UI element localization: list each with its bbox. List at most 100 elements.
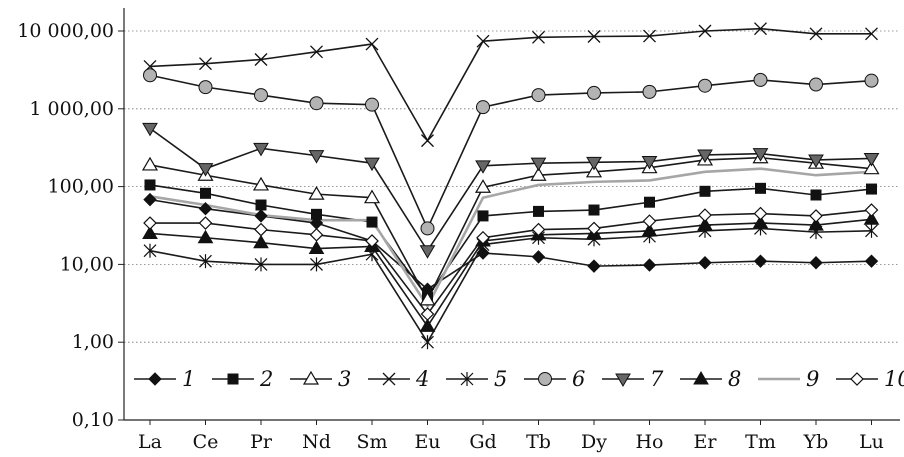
point-s1-Lu [864, 254, 879, 268]
point-s1-Tm [753, 254, 768, 268]
y-tick-label: 1 000,00 [29, 98, 114, 120]
point-s4-Dy [587, 30, 601, 43]
legend-label-8: 8 [728, 367, 741, 391]
point-s1-Ce [198, 201, 213, 216]
point-s6-Ho [642, 84, 657, 99]
x-tick-label: Lu [859, 431, 884, 453]
point-s3-Dy [585, 163, 603, 178]
y-tick-label: 100,00 [48, 176, 114, 198]
point-s8-Er [697, 217, 713, 231]
series-lines [149, 27, 872, 344]
x-tick-label: Dy [581, 431, 607, 453]
point-s3-Lu [863, 160, 880, 175]
point-s7-Dy [586, 156, 602, 171]
legend-label-3: 3 [338, 367, 351, 391]
point-s2-Tb [533, 205, 544, 217]
axes [118, 8, 900, 425]
point-s8-Eu [419, 318, 436, 332]
point-s8-Yb [808, 217, 824, 231]
point-s6-Sm [365, 97, 379, 112]
series-line-10 [150, 209, 872, 316]
point-s7-Tm [752, 148, 769, 162]
point-s5-Lu [865, 223, 878, 238]
legend-item-9: 9 [758, 367, 819, 391]
point-s4-Eu [421, 134, 434, 148]
point-s10-Er [698, 208, 712, 222]
point-s4-Sm [365, 37, 379, 51]
point-s8-Ho [641, 222, 658, 237]
point-s7-La [142, 122, 158, 137]
point-s10-La [143, 216, 157, 230]
legend-marker-10 [850, 372, 864, 386]
legend-label-4: 4 [415, 367, 429, 391]
legend-marker-3 [302, 370, 320, 385]
point-s4-Ho [643, 29, 656, 43]
point-s10-Eu [420, 307, 435, 321]
x-tick-labels: La Ce Pr Nd Sm Eu Gd Tb Dy Ho Er Tm Yb Lu [138, 431, 884, 453]
point-s7-Gd [475, 160, 491, 174]
point-s10-Ce [198, 216, 213, 230]
y-tick-label: 0,10 [72, 409, 114, 431]
legend-marker-4 [382, 372, 396, 386]
legend-item-10: 10 [836, 367, 904, 391]
point-s8-La [142, 225, 158, 239]
point-s4-Tb [532, 30, 545, 44]
point-s6-Tm [753, 72, 768, 87]
point-s10-Lu [864, 203, 879, 217]
point-s1-Pr [254, 209, 268, 223]
point-s2-Nd [311, 208, 322, 220]
legend-label-6: 6 [572, 367, 585, 391]
point-s8-Tm [752, 215, 769, 229]
point-s4-Gd [476, 34, 490, 48]
point-s10-Gd [476, 230, 490, 245]
series-line-6 [149, 74, 872, 231]
point-s8-Nd [308, 240, 325, 255]
legend-marker-7 [615, 373, 631, 387]
point-s6-Gd [476, 100, 490, 115]
legend-label-2: 2 [259, 367, 273, 391]
point-s7-Nd [308, 150, 325, 164]
x-tick-label: Ho [635, 431, 663, 453]
x-tick-label: Er [694, 431, 718, 453]
point-s7-Pr [253, 142, 269, 157]
point-s1-Dy [587, 259, 601, 273]
point-s1-Yb [809, 256, 823, 270]
legend-marker-1 [148, 372, 162, 386]
x-tick-label: La [138, 431, 162, 453]
point-s7-Ho [641, 156, 658, 170]
legend-item-4: 4 [368, 367, 429, 391]
point-s1-Gd [476, 246, 490, 260]
point-s7-Eu [419, 245, 436, 259]
legend-marker-8 [693, 371, 709, 385]
point-s1-La [143, 192, 157, 207]
legend-label-7: 7 [650, 367, 664, 391]
series-line-8 [149, 218, 872, 328]
x-tick-label: Tm [745, 431, 776, 453]
point-s6-Pr [254, 88, 268, 103]
legend-marker-6 [538, 372, 552, 386]
point-s6-Eu [420, 221, 435, 236]
series-line-9 [149, 167, 872, 309]
point-s2-La [144, 179, 156, 191]
series-line-7 [149, 127, 872, 253]
point-s2-Er [699, 185, 711, 197]
point-s1-Ho [642, 258, 657, 272]
point-s10-Nd [309, 227, 324, 242]
point-s10-Ho [642, 214, 657, 228]
point-s8-Pr [253, 234, 269, 249]
point-s3-Tb [530, 167, 547, 181]
point-s4-Ce [199, 57, 212, 71]
legend: 1 2 3 4 5 6 7 8 9 10 [134, 367, 904, 391]
point-s10-Pr [254, 222, 268, 237]
legend-label-9: 9 [806, 367, 819, 391]
x-tick-label: Ce [193, 431, 219, 453]
x-tick-label: Eu [414, 431, 440, 453]
point-s6-Dy [587, 85, 601, 100]
series-line-3 [149, 156, 872, 302]
point-s3-Sm [363, 189, 381, 204]
x-tick-label: Nd [302, 431, 331, 453]
y-tick-label: 10,00 [60, 253, 114, 275]
legend-item-1: 1 [134, 367, 195, 391]
point-s5-Pr [254, 257, 268, 272]
